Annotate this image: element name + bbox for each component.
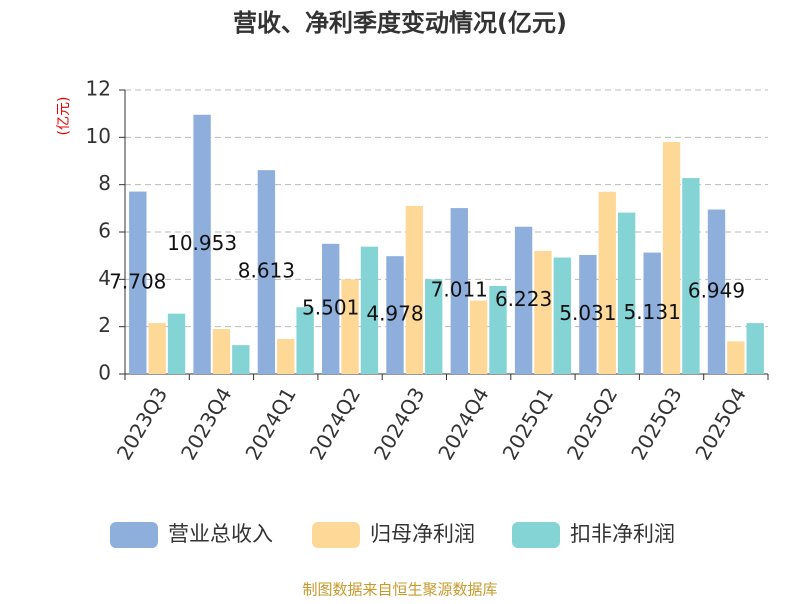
legend-swatch <box>110 522 158 548</box>
bar <box>643 252 661 374</box>
y-tick-label: 12 <box>86 77 111 101</box>
bar <box>662 142 681 374</box>
bar <box>727 341 745 374</box>
bar <box>232 345 250 374</box>
bar <box>167 313 186 374</box>
legend-label: 扣非净利润 <box>570 522 675 546</box>
x-tick-label: 2025Q1 <box>498 383 558 464</box>
bar <box>598 191 616 374</box>
bar <box>682 178 700 374</box>
y-tick-label: 6 <box>98 219 111 243</box>
legend-swatch <box>312 522 360 548</box>
data-label: 8.613 <box>238 259 295 283</box>
data-label: 5.501 <box>302 295 359 319</box>
bar <box>129 191 147 374</box>
data-label: 6.949 <box>688 278 745 302</box>
y-tick-label: 0 <box>98 361 111 385</box>
data-label: 7.708 <box>109 269 166 293</box>
bar <box>489 285 507 374</box>
y-tick-label: 4 <box>98 266 111 290</box>
x-tick-label: 2025Q4 <box>690 383 750 464</box>
bar <box>514 226 533 374</box>
bar <box>212 329 231 374</box>
chart-title: 营收、净利季度变动情况(亿元) <box>233 9 567 37</box>
y-tick-label: 10 <box>86 124 111 148</box>
legend-label: 归母净利润 <box>370 522 475 546</box>
bar <box>534 250 552 374</box>
bar <box>277 338 295 374</box>
bar <box>746 323 764 374</box>
data-label: 4.978 <box>366 302 423 326</box>
bar <box>360 246 379 374</box>
bar <box>341 279 359 374</box>
bar <box>617 212 636 374</box>
bar <box>257 170 276 374</box>
data-label: 5.131 <box>624 300 681 324</box>
bar <box>386 256 404 374</box>
legend-label: 营业总收入 <box>168 522 273 546</box>
x-tick-label: 2024Q2 <box>305 383 365 464</box>
x-tick-label: 2023Q4 <box>176 383 236 464</box>
bar <box>296 307 314 374</box>
source: 制图数据来自恒生聚源数据库 <box>302 581 497 599</box>
y-tick-label: 8 <box>98 171 111 195</box>
bar <box>322 243 340 374</box>
legend-swatch <box>512 522 560 548</box>
data-label: 7.011 <box>431 278 488 302</box>
data-label: 6.223 <box>495 287 552 311</box>
bar <box>405 205 424 374</box>
bar <box>425 279 443 374</box>
data-label: 5.031 <box>559 301 616 325</box>
x-tick-label: 2024Q4 <box>433 383 493 464</box>
data-label: 10.953 <box>167 231 237 255</box>
bar <box>148 323 166 374</box>
bar <box>469 300 488 374</box>
legend: 营业总收入 归母净利润 扣非净利润 <box>110 522 675 548</box>
bar <box>553 257 571 374</box>
x-tick-label: 2023Q3 <box>112 383 172 464</box>
y-tick-label: 2 <box>98 313 111 337</box>
x-tick-label: 2024Q1 <box>240 383 300 464</box>
bar <box>579 254 597 374</box>
x-tick-label: 2025Q2 <box>562 383 622 464</box>
x-tick-label: 2025Q3 <box>626 383 686 464</box>
bar <box>707 209 726 374</box>
y-axis-label: (亿元) <box>56 97 72 136</box>
bar <box>193 114 211 375</box>
bar <box>450 208 468 374</box>
x-tick-label: 2024Q3 <box>369 383 429 464</box>
